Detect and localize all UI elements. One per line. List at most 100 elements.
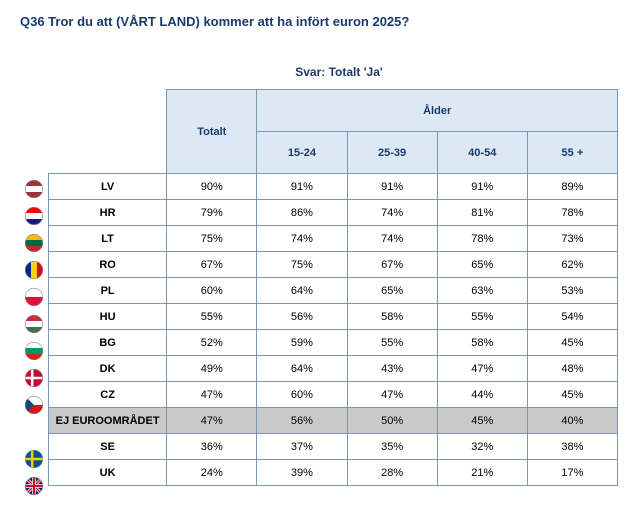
cell: 60%: [257, 382, 347, 408]
cell: 37%: [257, 434, 347, 460]
flag-ro-icon: [20, 256, 48, 283]
flag-bg-icon: [20, 337, 48, 364]
cell: 86%: [257, 200, 347, 226]
cell: 55%: [437, 304, 527, 330]
table-row: RO67%75%67%65%62%: [49, 252, 618, 278]
cell: 74%: [347, 200, 437, 226]
cell: 90%: [167, 174, 257, 200]
table-body: LV90%91%91%91%89%HR79%86%74%81%78%LT75%7…: [49, 174, 618, 486]
header-age-group: Ålder: [257, 90, 618, 132]
cell: 32%: [437, 434, 527, 460]
cell: 58%: [347, 304, 437, 330]
cell: 28%: [347, 460, 437, 486]
table-row: DK49%64%43%47%48%: [49, 356, 618, 382]
cell: 47%: [167, 408, 257, 434]
cell: 79%: [167, 200, 257, 226]
table-row: HR79%86%74%81%78%: [49, 200, 618, 226]
cell: 78%: [437, 226, 527, 252]
cell: 64%: [257, 278, 347, 304]
data-table: Totalt Ålder 15-24 25-39 40-54 55 + LV90…: [48, 89, 618, 486]
table-row: CZ47%60%47%44%45%: [49, 382, 618, 408]
cell: 73%: [527, 226, 617, 252]
cell: 35%: [347, 434, 437, 460]
cell: 63%: [437, 278, 527, 304]
flag-column: [20, 89, 48, 499]
cell: 38%: [527, 434, 617, 460]
row-label: UK: [49, 460, 167, 486]
cell: 39%: [257, 460, 347, 486]
cell: 64%: [257, 356, 347, 382]
cell: 50%: [347, 408, 437, 434]
header-corner: [49, 90, 167, 174]
cell: 43%: [347, 356, 437, 382]
table-row: EJ EUROOMRÅDET47%56%50%45%40%: [49, 408, 618, 434]
table-wrap: Totalt Ålder 15-24 25-39 40-54 55 + LV90…: [20, 89, 618, 499]
table-row: SE36%37%35%32%38%: [49, 434, 618, 460]
cell: 48%: [527, 356, 617, 382]
row-label: HU: [49, 304, 167, 330]
flag-hr-icon: [20, 202, 48, 229]
table-row: BG52%59%55%58%45%: [49, 330, 618, 356]
flag-lv-icon: [20, 175, 48, 202]
cell: 40%: [527, 408, 617, 434]
row-label: CZ: [49, 382, 167, 408]
cell: 60%: [167, 278, 257, 304]
question-title: Q36 Tror du att (VÅRT LAND) kommer att h…: [20, 14, 618, 29]
cell: 17%: [527, 460, 617, 486]
cell: 91%: [257, 174, 347, 200]
table-row: LT75%74%74%78%73%: [49, 226, 618, 252]
row-label: LV: [49, 174, 167, 200]
cell: 74%: [347, 226, 437, 252]
flag-lt-icon: [20, 229, 48, 256]
cell: 58%: [437, 330, 527, 356]
flag-spacer: [20, 418, 48, 445]
row-label: SE: [49, 434, 167, 460]
table-row: LV90%91%91%91%89%: [49, 174, 618, 200]
flag-uk-icon: [20, 472, 48, 499]
flag-dk-icon: [20, 364, 48, 391]
flag-cz-icon: [20, 391, 48, 418]
table-row: PL60%64%65%63%53%: [49, 278, 618, 304]
cell: 62%: [527, 252, 617, 278]
row-label: EJ EUROOMRÅDET: [49, 408, 167, 434]
cell: 67%: [167, 252, 257, 278]
cell: 59%: [257, 330, 347, 356]
header-age-1: 25-39: [347, 132, 437, 174]
cell: 78%: [527, 200, 617, 226]
row-label: PL: [49, 278, 167, 304]
row-label: RO: [49, 252, 167, 278]
cell: 47%: [167, 382, 257, 408]
flag-pl-icon: [20, 283, 48, 310]
flag-hu-icon: [20, 310, 48, 337]
cell: 21%: [437, 460, 527, 486]
cell: 49%: [167, 356, 257, 382]
cell: 45%: [437, 408, 527, 434]
cell: 53%: [527, 278, 617, 304]
cell: 56%: [257, 408, 347, 434]
flag-se-icon: [20, 445, 48, 472]
cell: 55%: [347, 330, 437, 356]
row-label: HR: [49, 200, 167, 226]
table-row: UK24%39%28%21%17%: [49, 460, 618, 486]
cell: 89%: [527, 174, 617, 200]
cell: 47%: [437, 356, 527, 382]
header-age-3: 55 +: [527, 132, 617, 174]
cell: 24%: [167, 460, 257, 486]
cell: 75%: [257, 252, 347, 278]
cell: 65%: [347, 278, 437, 304]
row-label: BG: [49, 330, 167, 356]
cell: 56%: [257, 304, 347, 330]
cell: 54%: [527, 304, 617, 330]
cell: 45%: [527, 330, 617, 356]
cell: 45%: [527, 382, 617, 408]
answer-caption: Svar: Totalt 'Ja': [20, 65, 618, 79]
row-label: LT: [49, 226, 167, 252]
header-age-2: 40-54: [437, 132, 527, 174]
cell: 36%: [167, 434, 257, 460]
cell: 67%: [347, 252, 437, 278]
cell: 65%: [437, 252, 527, 278]
cell: 74%: [257, 226, 347, 252]
cell: 91%: [347, 174, 437, 200]
cell: 47%: [347, 382, 437, 408]
cell: 52%: [167, 330, 257, 356]
